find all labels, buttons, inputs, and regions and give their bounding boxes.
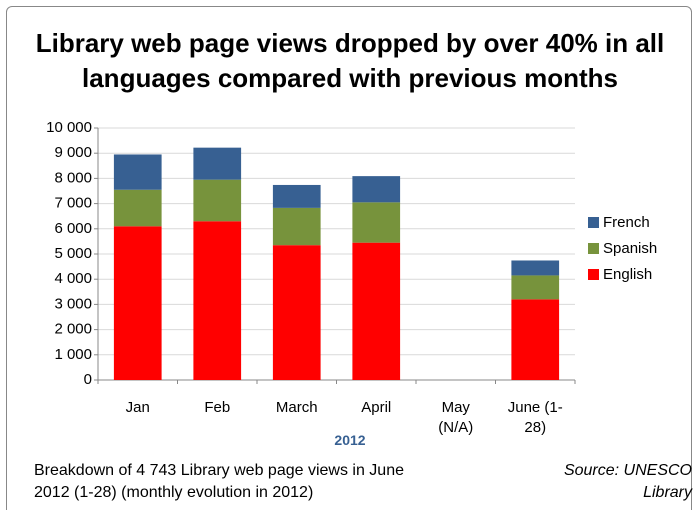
y-tick-label: 5 000	[54, 245, 92, 262]
x-tick-label: Feb	[204, 399, 231, 416]
x-tick-label: June (1-28)	[507, 399, 563, 436]
x-tick-label: March	[275, 399, 318, 416]
bar-segment	[272, 245, 321, 380]
y-tick-label: 2 000	[54, 321, 92, 338]
bar-segment	[272, 184, 321, 208]
bar-segment	[511, 260, 560, 276]
y-tick-label: 3 000	[54, 295, 92, 312]
bar-segment	[193, 179, 242, 222]
x-axis-label: 2012	[334, 432, 366, 448]
x-tick-label: May (N/A)	[438, 399, 474, 436]
legend-label: Spanish	[603, 240, 657, 257]
bar-segment	[352, 242, 401, 380]
legend-label: English	[603, 266, 652, 283]
x-tick-label: Jan	[125, 399, 150, 416]
x-tick-label: April	[361, 399, 392, 416]
legend-label: French	[603, 214, 650, 231]
y-tick-label: 6 000	[54, 220, 92, 237]
bar-segment	[113, 154, 162, 190]
legend-swatch	[588, 243, 599, 254]
bar-segment	[352, 176, 401, 203]
bar-segment	[272, 207, 321, 246]
bar-segment	[511, 275, 560, 300]
y-tick-label: 4 000	[54, 270, 92, 287]
bar-segment	[193, 221, 242, 380]
source: Source: UNESCO Library	[563, 462, 692, 501]
chart-title: Library web page views dropped by over 4…	[35, 28, 665, 93]
bar-segment	[511, 299, 560, 380]
note: Breakdown of 4 743 Library web page view…	[34, 462, 404, 501]
legend-swatch	[588, 217, 599, 228]
y-tick-label: 1 000	[54, 346, 92, 363]
y-tick-label: 0	[84, 371, 92, 388]
bar-segment	[352, 202, 401, 243]
y-tick-label: 9 000	[54, 144, 92, 161]
y-tick-label: 10 000	[46, 119, 92, 136]
frame	[6, 6, 692, 510]
bar-segment	[113, 226, 162, 380]
y-tick-label: 8 000	[54, 169, 92, 186]
legend-swatch	[588, 269, 599, 280]
bar-segment	[113, 189, 162, 227]
y-tick-label: 7 000	[54, 195, 92, 212]
bar-segment	[193, 147, 242, 180]
